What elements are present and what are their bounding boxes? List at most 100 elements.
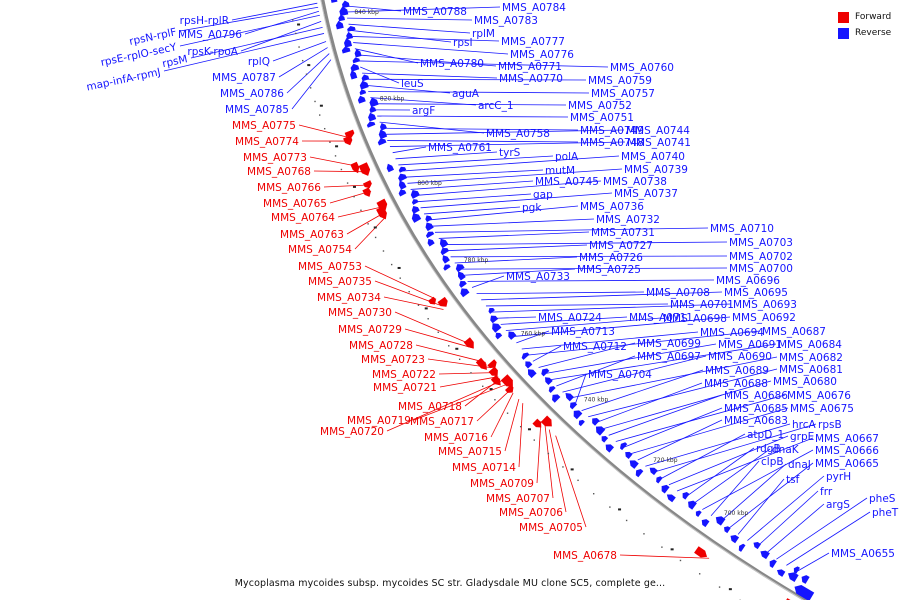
tick-label: 840 kbp (354, 9, 379, 16)
leader-line (786, 511, 871, 566)
leader-line (756, 490, 819, 548)
reverse-gene-arrow (793, 566, 800, 574)
leader-line (387, 140, 579, 143)
reverse-gene-label: MMS_A0748 (580, 137, 644, 149)
reverse-gene-label: MMS_A0731 (591, 227, 655, 239)
reverse-gene-arrow (368, 112, 377, 122)
leader-line (532, 345, 562, 362)
spacer-dot (367, 223, 369, 225)
leader-line (348, 23, 471, 34)
leader-line (439, 376, 499, 388)
reverse-gene-label: mutM (545, 165, 575, 177)
reverse-gene-arrow (455, 264, 465, 273)
forward-gene-label: MMS_A0730 (328, 307, 392, 319)
tick-marks: 840 kbp 820 kbp 800 kbp 780 kbp 760 kbp 740 k… (292, 9, 749, 600)
reverse-gene-arrow (357, 95, 366, 104)
reverse-gene-label: MMS_A0695 (724, 287, 788, 299)
reverse-gene-label: dnaK (772, 444, 800, 456)
leader-line (353, 42, 509, 55)
tick-mark (319, 104, 323, 107)
reverse-gene-arrow (794, 584, 815, 600)
leader-line (463, 268, 576, 276)
forward-gene-label: MMS_A0719 (347, 415, 411, 427)
forward-gene-label: MMS_A0728 (349, 340, 413, 352)
leader-line (407, 168, 623, 184)
reverse-gene-label: MMS_A0759 (588, 75, 652, 87)
leader-line (467, 279, 715, 282)
leader-line (476, 291, 645, 295)
leader-line (313, 170, 362, 173)
reverse-gene-arrow (398, 180, 407, 190)
leader-line (581, 369, 704, 411)
reverse-gene-label: rpsM (161, 53, 188, 70)
leader-line (495, 316, 537, 319)
tick-mark (424, 307, 428, 310)
leader-line (337, 207, 380, 218)
leader-line (389, 141, 626, 147)
spacer-dot (301, 59, 304, 62)
leader-line (601, 380, 772, 430)
leader-line (796, 552, 830, 572)
reverse-gene-label: tyrS (499, 147, 521, 159)
genome-backbone (320, 0, 809, 600)
reverse-gene-label: dnaJ (788, 459, 811, 471)
spacer-dot (482, 385, 484, 387)
leader-line (588, 368, 778, 418)
forward-gene-arrow (350, 161, 360, 174)
forward-gene-label: MMS_A0715 (438, 446, 502, 458)
forward-swatch (838, 11, 849, 23)
reverse-gene-label: map-infA-rpmJ (85, 66, 161, 93)
legend-item-reverse: Reverse (838, 25, 891, 41)
spacer-dot (577, 479, 579, 482)
forward-gene-label: MMS_A0705 (519, 522, 583, 534)
leader-line (446, 244, 588, 252)
reverse-gene-arrow (682, 492, 690, 500)
forward-gene-arrow (694, 546, 708, 558)
forward-gene-label: MMS_A0706 (499, 507, 563, 519)
leader-line (568, 356, 778, 399)
leader-line (420, 192, 613, 209)
spacer-dot (625, 519, 628, 522)
reverse-gene-label: MMS_A0697 (637, 351, 701, 363)
leader-line (394, 311, 471, 345)
reverse-gene-label: MMS_A0727 (589, 240, 653, 252)
forward-gene-label: MMS_A0716 (424, 432, 488, 444)
reverse-gene-arrow (369, 97, 379, 108)
reverse-gene-arrow (541, 368, 550, 377)
leader-line (179, 14, 320, 47)
gene-features (331, 0, 815, 600)
reverse-gene-arrow (573, 410, 583, 420)
spacer-dot (519, 425, 522, 428)
legend-label-reverse: Reverse (855, 28, 892, 38)
reverse-gene-label: MMS_A0739 (624, 164, 688, 176)
leader-line (676, 437, 814, 492)
reverse-gene-arrow (459, 280, 467, 288)
leader-line (190, 26, 323, 59)
leader-line (323, 184, 369, 188)
reverse-gene-label: leuS (401, 78, 424, 90)
reverse-gene-arrow (425, 231, 435, 239)
forward-gene-label: MMS_A0754 (288, 244, 352, 256)
leader-line (710, 460, 760, 517)
leader-line (518, 403, 524, 468)
reverse-gene-label: MMS_A0761 (428, 142, 492, 154)
reverse-gene-arrow (338, 14, 345, 22)
reverse-gene-label: MMS_A0694 (700, 327, 764, 339)
reverse-gene-arrow (601, 435, 609, 443)
spacer-dot (718, 586, 721, 588)
leader-line (574, 373, 587, 405)
leader-line (417, 193, 532, 203)
spacer-dot (494, 399, 496, 401)
reverse-gene-label: hrcA (792, 419, 817, 431)
leader-line (364, 265, 437, 300)
reverse-gene-arrow (635, 469, 644, 478)
leader-line (427, 205, 579, 221)
leader-line (410, 180, 534, 190)
leader-line (652, 423, 817, 473)
forward-gene-label: MMS_A0753 (298, 261, 362, 273)
tick-mark (297, 23, 301, 26)
reverse-gene-label: MMS_A0725 (577, 264, 641, 276)
reverse-gene-label: MMS_A0733 (506, 271, 570, 283)
reverse-gene-arrow (339, 6, 349, 17)
